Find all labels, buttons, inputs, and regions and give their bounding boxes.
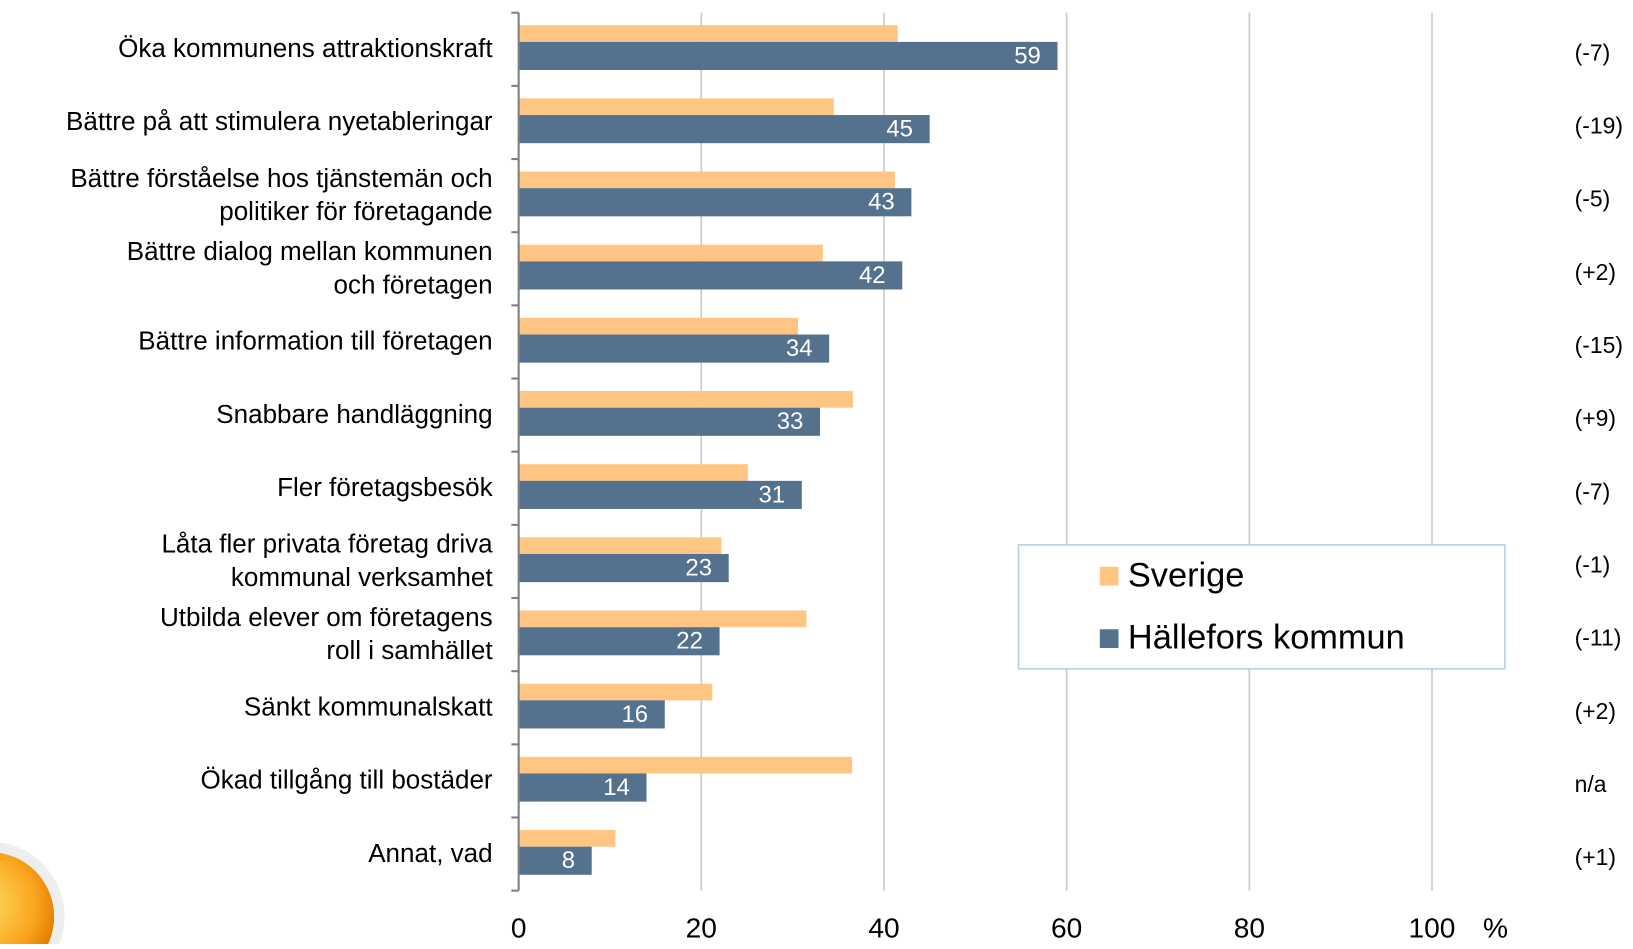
x-tick-label: 60 (1051, 913, 1082, 944)
bar (518, 464, 748, 481)
annotation: (-5) (1575, 186, 1611, 212)
value-label: 14 (603, 774, 630, 801)
legend-label: Sverige (1128, 556, 1245, 594)
annotation: (+2) (1575, 698, 1616, 724)
annotation: (+1) (1575, 844, 1616, 870)
x-tick-label: 80 (1234, 913, 1265, 944)
bar (518, 317, 799, 335)
bar (518, 334, 830, 363)
bar (518, 537, 722, 555)
bar (518, 244, 823, 262)
category-label: Fler företagsbesök (277, 472, 493, 502)
value-label: 8 (562, 847, 575, 874)
category-label: Öka kommunens attraktionskraft (118, 33, 493, 63)
bar (518, 610, 807, 628)
bar (518, 171, 895, 189)
annotation: (-19) (1575, 113, 1623, 139)
bar (518, 41, 1058, 70)
x-tick-label: 100 (1409, 913, 1456, 944)
bar (518, 98, 834, 116)
value-label: 16 (621, 701, 648, 728)
bar (518, 480, 802, 509)
bar (518, 554, 729, 583)
bar (518, 25, 898, 42)
category-label: Bättre dialog mellan kommunen och företag… (127, 236, 493, 299)
bar (518, 188, 912, 217)
category-label: Ökad tillgång till bostäder (200, 765, 492, 795)
annotation: (-7) (1575, 39, 1611, 65)
category-label: Sänkt kommunalskatt (244, 692, 493, 722)
value-label: 31 (758, 481, 785, 508)
category-label: Bättre förståelse hos tjänstemän och poli… (70, 163, 492, 226)
value-label: 59 (1014, 42, 1041, 69)
bar (518, 829, 616, 847)
bar (518, 846, 592, 875)
x-tick-label: 0 (511, 913, 527, 944)
category-label: Låta fler privata företag driva kommunal … (161, 529, 493, 592)
decoration-sun (0, 852, 55, 949)
bar (518, 407, 821, 436)
annotation: (-15) (1575, 332, 1623, 358)
category-label: Annat, vad (368, 838, 492, 868)
x-tick-label: 20 (686, 913, 717, 944)
bar (518, 391, 853, 408)
bar (518, 627, 720, 656)
annotation: (+9) (1575, 405, 1616, 431)
bar (518, 115, 930, 144)
value-label: 45 (886, 115, 913, 142)
legend-label: Hällefors kommun (1128, 619, 1405, 657)
value-label: 34 (786, 335, 813, 362)
bar (518, 700, 665, 729)
value-label: 43 (868, 189, 895, 216)
legend-box (1017, 544, 1506, 670)
bar (518, 683, 713, 701)
x-unit: % (1483, 913, 1508, 944)
annotation: (-11) (1575, 625, 1622, 651)
bar (518, 261, 903, 290)
bar (518, 756, 853, 774)
annotation: (-7) (1575, 478, 1611, 504)
category-label: Bättre på att stimulera nyetableringar (66, 106, 493, 136)
value-label: 23 (685, 554, 712, 581)
x-tick-label: 40 (868, 913, 899, 944)
annotation: (+2) (1575, 259, 1616, 285)
annotation: n/a (1575, 771, 1607, 797)
legend-swatch (1099, 566, 1119, 586)
category-label: Utbilda elever om företagens roll i samhä… (160, 602, 493, 665)
category-label: Snabbare handläggning (216, 399, 492, 429)
annotation: (-1) (1575, 552, 1611, 578)
bar (518, 773, 647, 802)
legend-swatch (1099, 629, 1119, 649)
category-label: Bättre information till företagen (138, 326, 492, 356)
value-label: 22 (676, 628, 703, 655)
value-label: 42 (859, 262, 886, 289)
value-label: 33 (777, 408, 804, 435)
